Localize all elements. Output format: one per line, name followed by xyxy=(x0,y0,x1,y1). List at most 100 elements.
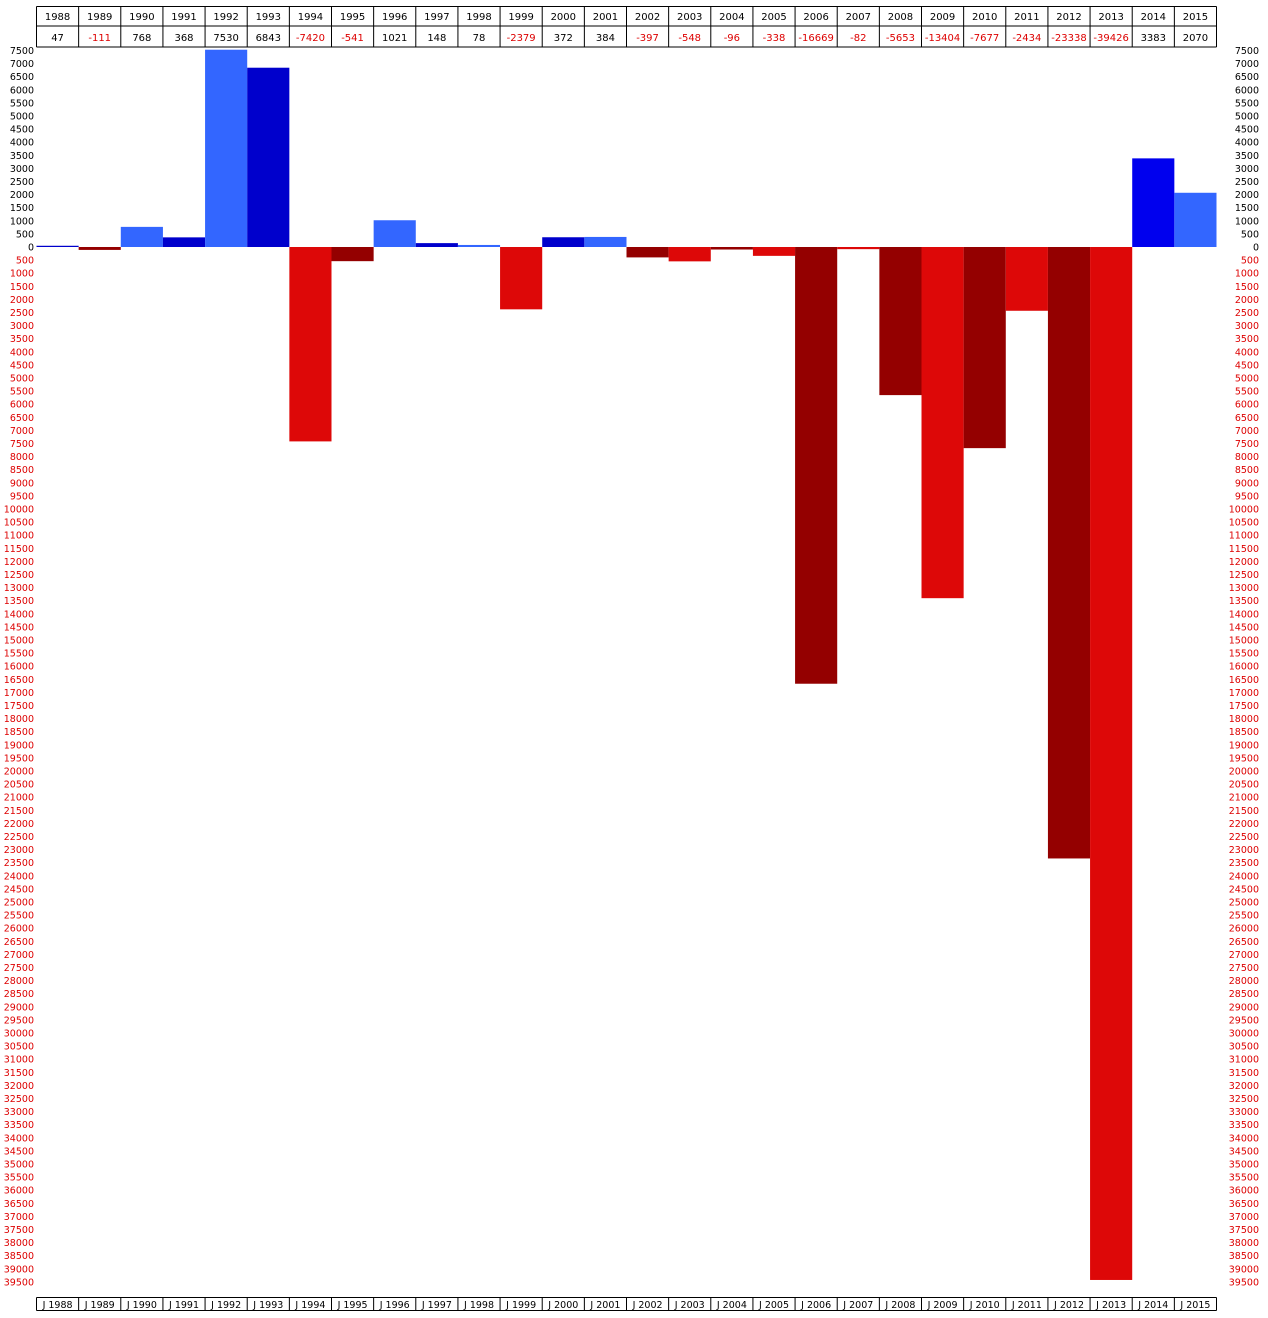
x-tick-label: J 2004 xyxy=(716,1300,747,1311)
year-value-label: -111 xyxy=(88,33,111,44)
y-tick-label-right: 24000 xyxy=(1229,871,1259,882)
bar-1999 xyxy=(500,247,543,310)
y-tick-label-left: 6000 xyxy=(10,400,34,411)
y-tick-label-left: 8000 xyxy=(10,452,34,463)
bar-1994 xyxy=(289,247,332,442)
y-tick-label-right: 36000 xyxy=(1229,1186,1259,1197)
x-tick-label: J 2011 xyxy=(1011,1300,1042,1311)
bar-1990 xyxy=(120,226,163,247)
x-tick-label: J 1991 xyxy=(168,1300,199,1311)
y-tick-label-right: 23500 xyxy=(1229,858,1259,869)
x-tick-label: J 1998 xyxy=(463,1300,494,1311)
bar-1988 xyxy=(36,245,79,247)
y-tick-label-left: 500 xyxy=(16,256,34,267)
y-tick-label-left: 27500 xyxy=(4,963,34,974)
y-tick-label-left: 11000 xyxy=(4,531,34,542)
y-tick-label-left: 0 xyxy=(28,243,34,254)
y-tick-label-right: 34000 xyxy=(1229,1133,1259,1144)
y-tick-label-right: 18500 xyxy=(1229,727,1259,738)
year-value-label: -7677 xyxy=(970,33,999,44)
y-tick-label-right: 6000 xyxy=(1235,400,1259,411)
y-tick-label-left: 33000 xyxy=(4,1107,34,1118)
y-tick-label-left: 13500 xyxy=(4,596,34,607)
bar-2006 xyxy=(795,247,838,684)
x-tick-label: J 2007 xyxy=(842,1300,873,1311)
y-tick-label-left: 35000 xyxy=(4,1160,34,1171)
year-value-label: -338 xyxy=(763,33,786,44)
y-tick-label-left: 5500 xyxy=(10,387,34,398)
y-tick-label-left: 6000 xyxy=(10,85,34,96)
x-tick-label: J 1996 xyxy=(379,1300,410,1311)
year-header-label: 2011 xyxy=(1014,12,1039,23)
y-tick-label-right: 38000 xyxy=(1229,1238,1259,1249)
y-tick-label-left: 12500 xyxy=(4,570,34,581)
y-tick-label-left: 14500 xyxy=(4,622,34,633)
y-tick-label-right: 7500 xyxy=(1235,46,1259,57)
y-tick-label-right: 32500 xyxy=(1229,1094,1259,1105)
y-tick-label-right: 33500 xyxy=(1229,1120,1259,1131)
bar-2000 xyxy=(542,237,585,247)
y-tick-label-right: 26500 xyxy=(1229,937,1259,948)
y-tick-label-left: 36000 xyxy=(4,1186,34,1197)
y-tick-label-right: 2500 xyxy=(1235,308,1259,319)
y-tick-label-right: 37500 xyxy=(1229,1225,1259,1236)
y-tick-label-right: 15000 xyxy=(1229,636,1259,647)
y-tick-label-right: 14500 xyxy=(1229,622,1259,633)
year-value-label: -16669 xyxy=(798,33,833,44)
y-tick-label-left: 2500 xyxy=(10,177,34,188)
x-tick-label: J 1988 xyxy=(42,1300,73,1311)
x-tick-label: J 1995 xyxy=(337,1300,368,1311)
y-tick-label-right: 11000 xyxy=(1229,531,1259,542)
y-tick-label-left: 1000 xyxy=(10,269,34,280)
year-header-label: 2009 xyxy=(930,12,955,23)
y-tick-label-left: 7500 xyxy=(10,439,34,450)
y-tick-label-left: 32000 xyxy=(4,1081,34,1092)
y-tick-label-left: 16000 xyxy=(4,662,34,673)
y-tick-label-left: 23000 xyxy=(4,845,34,856)
y-tick-label-right: 9000 xyxy=(1235,478,1259,489)
y-tick-label-right: 14000 xyxy=(1229,609,1259,620)
y-tick-label-left: 5000 xyxy=(10,374,34,385)
year-header-label: 1989 xyxy=(87,12,112,23)
x-tick-label: J 1993 xyxy=(252,1300,283,1311)
bar-1992 xyxy=(205,49,248,248)
year-value-label: -2379 xyxy=(507,33,536,44)
bar-2005 xyxy=(752,247,796,256)
y-tick-label-left: 1000 xyxy=(10,216,34,227)
y-tick-label-right: 16000 xyxy=(1229,662,1259,673)
y-tick-label-left: 22500 xyxy=(4,832,34,843)
y-tick-label-left: 32500 xyxy=(4,1094,34,1105)
bar-1996 xyxy=(373,220,416,247)
year-value-label: -548 xyxy=(678,33,701,44)
year-header-label: 2002 xyxy=(635,12,660,23)
y-tick-label-left: 37000 xyxy=(4,1212,34,1223)
y-tick-label-right: 22500 xyxy=(1229,832,1259,843)
y-tick-label-left: 26000 xyxy=(4,924,34,935)
year-header-label: 2007 xyxy=(846,12,871,23)
x-tick-label: J 2000 xyxy=(547,1300,578,1311)
year-value-label: 6843 xyxy=(256,33,281,44)
y-tick-label-left: 38000 xyxy=(4,1238,34,1249)
bar-1995 xyxy=(331,247,374,262)
year-value-label: -397 xyxy=(636,33,659,44)
y-tick-label-left: 19000 xyxy=(4,740,34,751)
x-tick-label: J 1989 xyxy=(84,1300,115,1311)
year-header-label: 1997 xyxy=(424,12,449,23)
y-tick-label-right: 7000 xyxy=(1235,426,1259,437)
bar-2003 xyxy=(668,247,711,262)
y-tick-label-left: 6500 xyxy=(10,72,34,83)
year-value-label: 3383 xyxy=(1141,33,1166,44)
bar-2008 xyxy=(879,247,922,396)
bar-2013 xyxy=(1090,247,1133,1280)
y-tick-label-right: 27000 xyxy=(1229,950,1259,961)
y-tick-label-right: 21000 xyxy=(1229,793,1259,804)
year-value-label: -82 xyxy=(850,33,866,44)
y-tick-label-right: 8500 xyxy=(1235,465,1259,476)
y-tick-label-right: 11500 xyxy=(1229,544,1259,555)
y-tick-label-right: 4000 xyxy=(1235,138,1259,149)
y-tick-label-right: 3000 xyxy=(1235,164,1259,175)
y-tick-label-right: 15500 xyxy=(1229,649,1259,660)
y-tick-label-left: 38500 xyxy=(4,1251,34,1262)
bar-1989 xyxy=(78,247,121,250)
x-tick-label: J 2014 xyxy=(1137,1300,1168,1311)
